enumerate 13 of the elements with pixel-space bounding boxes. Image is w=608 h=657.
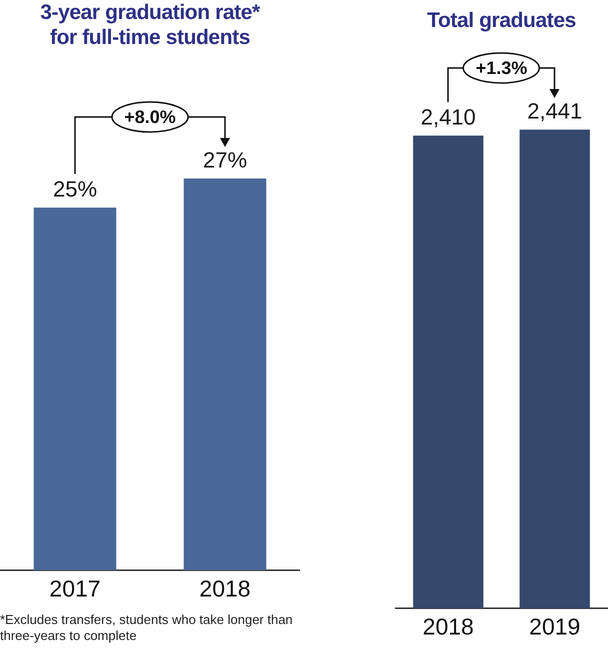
text: +8.0% [123,106,177,128]
chart-title: 3-year graduation rate* for full-time students [39,0,261,50]
x-tick-label: 2018 [199,576,251,602]
x-tick-label: 2018 [422,614,474,640]
data-label: 2,441 [527,98,582,124]
chart-title: Total graduates [426,8,577,33]
x-tick-label: 2017 [49,576,101,602]
data-label: 27% [202,148,248,173]
text: *Excludes transfers, students who take longer than three-years to complete [0,612,294,644]
x-tick-label: 2019 [529,614,580,640]
text: +1.3% [474,56,528,79]
data-label: 2,410 [420,104,476,130]
data-label: 25% [52,176,98,202]
